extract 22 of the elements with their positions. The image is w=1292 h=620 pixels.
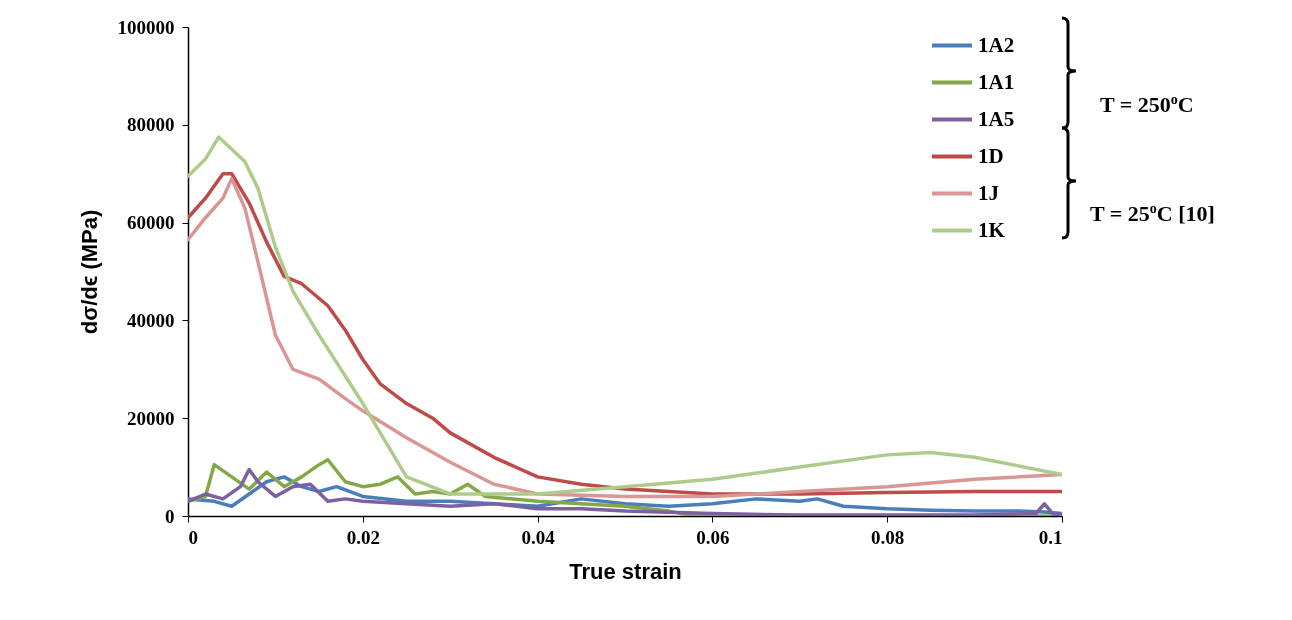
x-tick-label: 0.02 <box>346 526 380 548</box>
text: T = 25$^{o}$C [10] <box>1090 201 1215 228</box>
y-tick-label: 100000 <box>117 16 175 38</box>
y-tick-label: 20000 <box>127 407 175 429</box>
legend-label: 1K <box>978 217 1006 242</box>
x-tick-label: 0.08 <box>871 526 905 548</box>
y-tick-label: 0 <box>165 505 175 527</box>
legend-label: 1D <box>978 143 1004 168</box>
x-tick-label: 0 <box>188 526 198 548</box>
y-tick-label: 40000 <box>127 309 175 331</box>
x-tick-label: 0.1 <box>1038 526 1063 548</box>
legend-label: 1J <box>978 180 999 205</box>
x-tick-label: 0.06 <box>696 526 730 548</box>
x-tick-label: 0.04 <box>521 526 556 548</box>
text: T = 250$^{o}$C <box>1100 92 1194 119</box>
y-axis-title: dσ/dϵ (MPa) <box>76 209 102 335</box>
y-tick-label: 60000 <box>127 212 175 234</box>
x-axis-title: True strain <box>569 558 682 584</box>
legend-label: 1A1 <box>978 69 1015 94</box>
y-tick-label: 80000 <box>127 114 175 136</box>
legend-label: 1A2 <box>978 32 1015 57</box>
legend-label: 1A5 <box>978 106 1015 131</box>
